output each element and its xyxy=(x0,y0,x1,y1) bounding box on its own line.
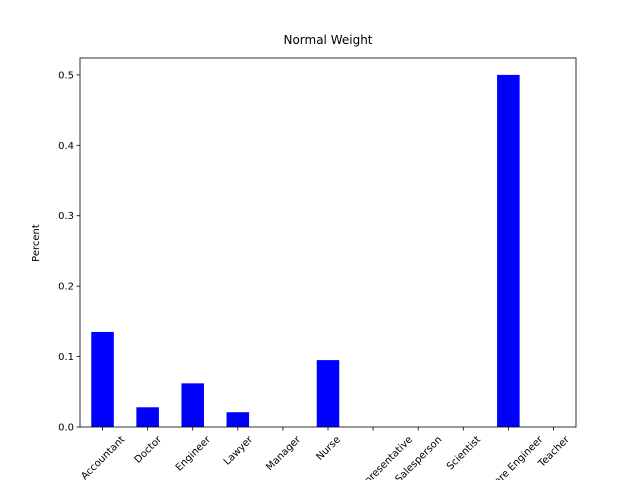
x-tick-label: Nurse xyxy=(314,434,342,462)
x-tick-label: Manager xyxy=(264,434,303,473)
plot-frame xyxy=(79,57,577,428)
bar xyxy=(181,383,204,427)
y-tick-label: 0.4 xyxy=(58,141,74,152)
y-tick-label: 0.5 xyxy=(58,70,74,81)
x-tick-label: Software Engineer xyxy=(473,434,546,480)
x-tick-label: Doctor xyxy=(133,434,165,466)
bar xyxy=(91,331,114,427)
y-tick-label: 0.3 xyxy=(58,211,74,222)
y-tick-label: 0.2 xyxy=(58,282,74,293)
y-axis-label: Percent xyxy=(31,224,42,262)
y-tick-label: 0.0 xyxy=(58,423,74,434)
chart-title: Normal Weight xyxy=(283,33,372,47)
bar xyxy=(226,412,250,427)
bar xyxy=(136,407,159,427)
x-tick-label: Accountant xyxy=(79,434,127,480)
bar xyxy=(316,360,340,427)
x-tick-label: Lawyer xyxy=(222,434,256,468)
x-tick-label: Engineer xyxy=(174,434,214,474)
y-tick-label: 0.1 xyxy=(58,352,74,363)
x-tick-label: Scientist xyxy=(445,434,483,472)
bar xyxy=(497,74,520,428)
